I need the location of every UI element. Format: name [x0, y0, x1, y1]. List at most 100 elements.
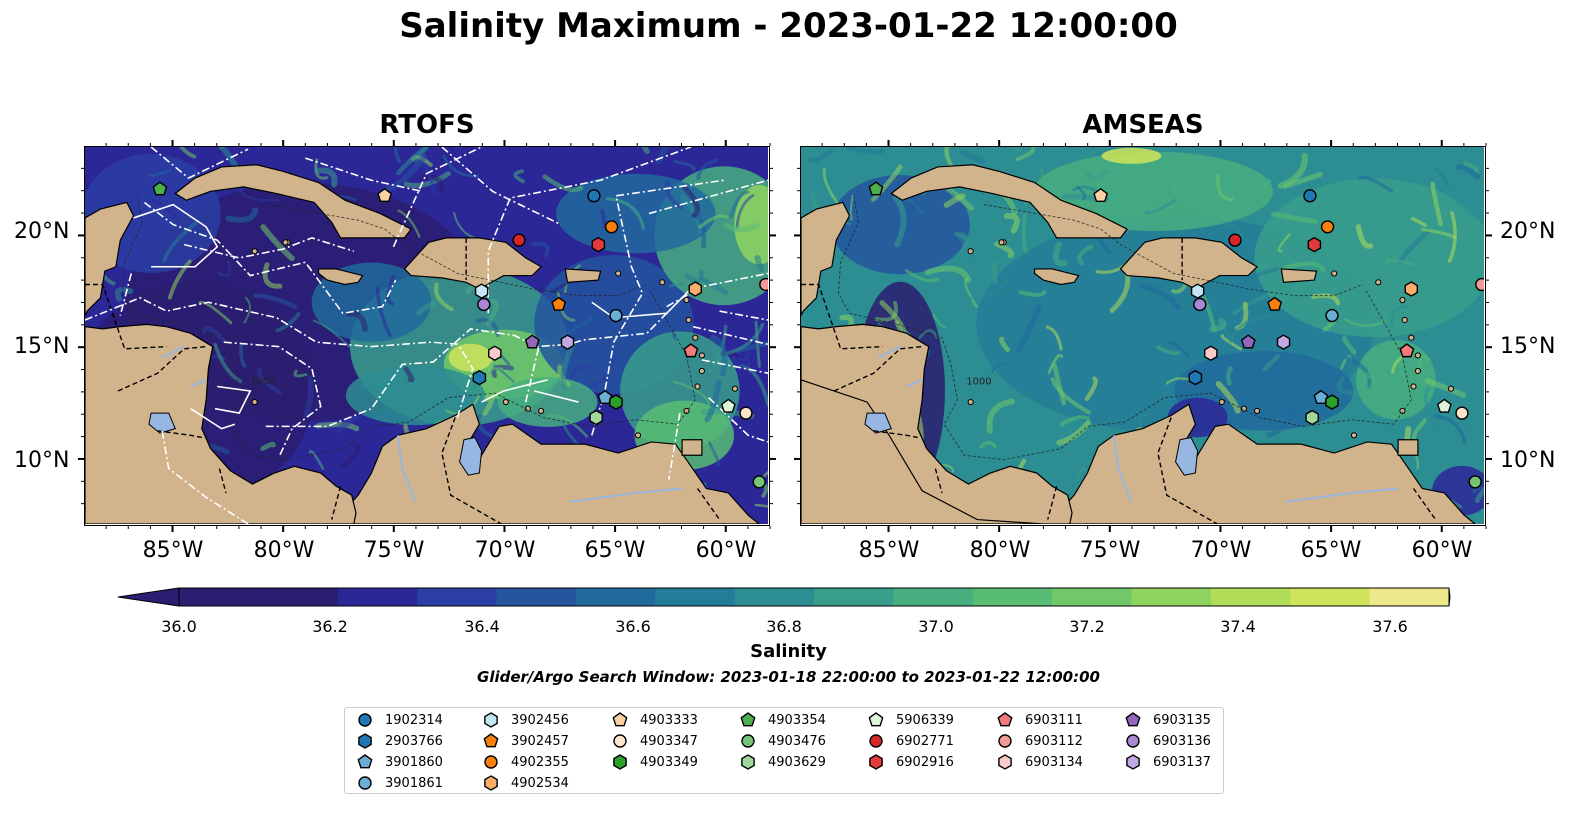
float-marker-6902771[interactable] — [512, 233, 526, 247]
legend-marker-5906339[interactable] — [868, 712, 884, 727]
circle-marker-icon — [358, 776, 372, 790]
legend-marker-3902457[interactable] — [483, 733, 499, 748]
legend-marker-6903112[interactable] — [998, 734, 1012, 748]
legend-label: 2903766 — [385, 733, 443, 749]
legend-marker-6903134[interactable] — [998, 754, 1012, 770]
float-marker-3902456[interactable] — [474, 283, 489, 299]
amseas-map[interactable]: 1000 — [800, 146, 1486, 526]
legend-marker-6903111[interactable] — [997, 712, 1013, 727]
legend-marker-6902771[interactable] — [869, 734, 883, 748]
lat-label-10: 10°N — [14, 448, 70, 473]
legend-item: 3901861 — [357, 774, 443, 792]
legend-marker-6902916[interactable] — [869, 754, 883, 770]
legend-item: 4902355 — [483, 753, 569, 771]
colorbar-segment — [417, 588, 497, 606]
legend-marker-4903354[interactable] — [740, 712, 756, 727]
float-marker-6902771[interactable] — [1228, 233, 1242, 247]
float-marker-6903135[interactable] — [1240, 334, 1256, 349]
legend-marker-1902314[interactable] — [358, 713, 372, 727]
float-marker-4903349[interactable] — [1325, 394, 1339, 410]
salinity-colorbar — [117, 587, 1451, 607]
float-marker-4903347[interactable] — [739, 406, 753, 420]
legend-marker-2903766[interactable] — [358, 733, 372, 749]
float-marker-2903766[interactable] — [1188, 369, 1203, 386]
float-marker-6902916[interactable] — [591, 236, 606, 253]
legend-marker-3901861[interactable] — [358, 776, 372, 790]
legend-item: 3902457 — [483, 732, 569, 750]
colorbar-segment — [814, 588, 894, 606]
legend-label: 6903111 — [1025, 712, 1083, 728]
circle-marker-icon — [998, 734, 1012, 748]
float-marker-3902456[interactable] — [1190, 283, 1205, 299]
lon-label-75: 75°W — [363, 538, 425, 563]
float-marker-3901860[interactable] — [1313, 389, 1329, 404]
circle-marker-icon — [869, 734, 883, 748]
legend-marker-3902456[interactable] — [484, 712, 498, 728]
figure-title: Salinity Maximum - 2023-01-22 12:00:00 — [399, 6, 1178, 46]
float-marker-6903137[interactable] — [1276, 334, 1291, 350]
float-marker-4902534[interactable] — [1404, 281, 1418, 297]
float-marker-6903136[interactable] — [1193, 297, 1207, 312]
float-marker-3902457[interactable] — [1267, 296, 1283, 311]
float-marker-6903111[interactable] — [1399, 343, 1415, 358]
float-marker-3901861[interactable] — [1325, 308, 1339, 323]
legend-marker-6903135[interactable] — [1125, 712, 1141, 727]
rtofs-map[interactable]: 1000 — [84, 146, 770, 526]
legend-marker-4903349[interactable] — [613, 754, 627, 770]
float-marker-2903766[interactable] — [472, 369, 487, 386]
legend-marker-6903137[interactable] — [1126, 754, 1140, 770]
float-marker-4903333[interactable] — [1093, 188, 1109, 203]
colorbar-segment — [893, 588, 974, 606]
lon-label-70: 70°W — [474, 538, 536, 563]
float-marker-5906339[interactable] — [720, 398, 736, 413]
float-marker-1902314[interactable] — [587, 189, 601, 203]
float-marker-4903349[interactable] — [609, 394, 623, 410]
float-marker-4902355[interactable] — [604, 220, 619, 234]
pentagon-marker-icon — [357, 754, 373, 769]
legend-marker-6903136[interactable] — [1126, 734, 1140, 748]
float-marker-6903112[interactable] — [1475, 277, 1484, 292]
legend-marker-4903629[interactable] — [741, 754, 755, 770]
float-marker-4902355[interactable] — [1320, 220, 1335, 234]
float-marker-6903134[interactable] — [1204, 345, 1218, 362]
float-marker-6903135[interactable] — [524, 334, 540, 349]
pentagon-marker-icon — [1125, 712, 1141, 727]
legend-marker-4902534[interactable] — [484, 775, 498, 791]
legend-label: 4903354 — [768, 712, 826, 728]
legend-marker-4903333[interactable] — [612, 712, 628, 727]
float-marker-3901861[interactable] — [609, 308, 623, 323]
colorbar-tick: 37.0 — [918, 617, 954, 636]
float-marker-1902314[interactable] — [1303, 189, 1317, 203]
legend-marker-4903476[interactable] — [741, 734, 755, 748]
float-marker-5906339[interactable] — [1436, 398, 1452, 413]
legend-item: 5906339 — [868, 711, 954, 729]
float-marker-6903137[interactable] — [560, 334, 575, 350]
float-marker-4903476[interactable] — [1468, 475, 1482, 489]
float-marker-4903629[interactable] — [589, 409, 603, 426]
float-marker-4903354[interactable] — [868, 181, 884, 196]
float-marker-4903347[interactable] — [1455, 406, 1469, 420]
legend-item: 6903111 — [997, 711, 1083, 729]
legend-label: 4903333 — [640, 712, 698, 728]
float-marker-6903134[interactable] — [488, 345, 502, 362]
float-marker-3902457[interactable] — [551, 296, 567, 311]
float-marker-4903476[interactable] — [752, 475, 766, 489]
float-marker-6903136[interactable] — [477, 297, 491, 312]
legend-marker-4902355[interactable] — [484, 755, 498, 769]
float-marker-6902916[interactable] — [1307, 236, 1322, 253]
legend-item: 2903766 — [357, 732, 443, 750]
legend-label: 4903349 — [640, 754, 698, 770]
float-marker-4903354[interactable] — [152, 181, 168, 196]
float-marker-3901860[interactable] — [597, 389, 613, 404]
float-marker-6903111[interactable] — [683, 343, 699, 358]
legend-item: 6903137 — [1125, 753, 1211, 771]
float-marker-6903112[interactable] — [759, 277, 768, 292]
float-marker-4903333[interactable] — [377, 188, 393, 203]
legend-marker-3901860[interactable] — [357, 754, 373, 769]
legend-label: 4902355 — [511, 754, 569, 770]
legend-marker-4903347[interactable] — [613, 734, 627, 748]
colorbar-max-extend — [1448, 587, 1451, 607]
float-marker-4902534[interactable] — [688, 281, 702, 297]
colorbar-segment — [258, 588, 339, 606]
float-marker-4903629[interactable] — [1305, 409, 1319, 426]
